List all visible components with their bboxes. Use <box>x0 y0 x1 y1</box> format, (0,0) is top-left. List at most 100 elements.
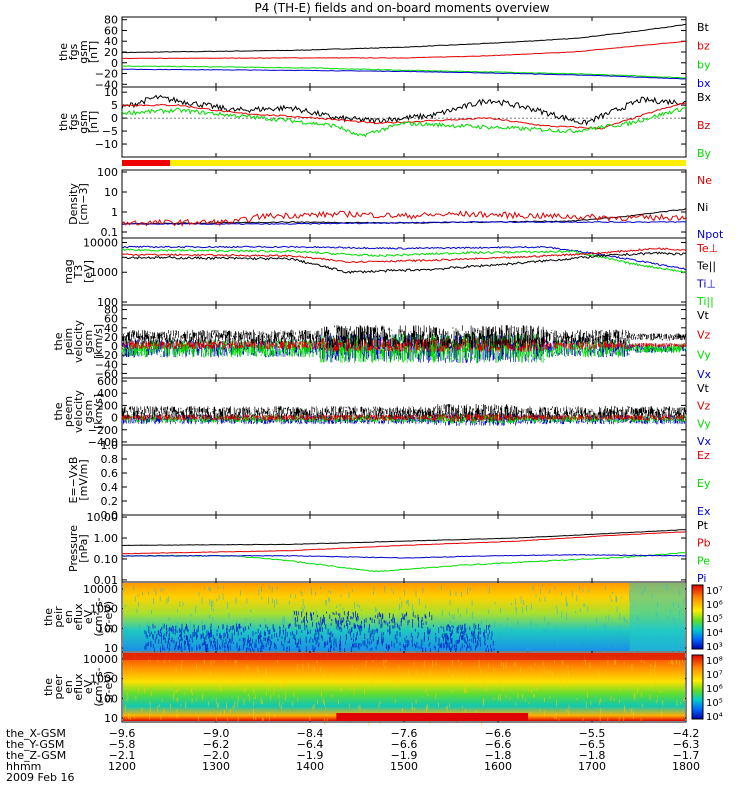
panel-fgs-by-bx-ylabel: thefgsgsm[nT] <box>57 110 100 133</box>
footer-y_gsm-value: −6.2 <box>203 738 230 751</box>
panel-peim-velocity-ytick-label: 20 <box>104 331 118 344</box>
legend-pressure-2: Pe <box>697 554 710 567</box>
footer-row-label: 2009 Feb 16 <box>6 771 74 784</box>
panel-pressure-ylabel-line: Pressure <box>67 525 80 572</box>
panel-efield-ytick-label: 0.2 <box>101 495 119 508</box>
panel-pressure-ytick-label: 1.00 <box>94 532 119 545</box>
panel-fgs-by-bx-ytick-label: 5 <box>111 99 118 112</box>
legend-peim-velocity-3: Vx <box>697 368 712 381</box>
series-by <box>121 65 687 79</box>
panel-peir-spectrogram-colorbar-label: 10⁴ <box>706 628 723 639</box>
footer-y_gsm-value: −6.6 <box>485 738 512 751</box>
legend-fgs-btot-2: by <box>697 58 711 71</box>
footer-hhmm-value: 1400 <box>296 760 324 773</box>
panel-peir-spectrogram-colorbar-label: 10⁵ <box>706 614 723 625</box>
footer-x_gsm-value: −4.2 <box>673 727 700 740</box>
panel-efield-ytick-label: 1.0 <box>101 439 119 452</box>
panel-efield-ytick-label: 0.6 <box>101 467 119 480</box>
panel-fgs-btot-ylabel-line: the <box>57 43 70 61</box>
panel-peim-velocity-ylabel-line: velocity <box>72 320 85 363</box>
footer-row-label: the_Y-GSM <box>6 738 64 751</box>
series-Pt <box>121 529 686 546</box>
panel-peir-spectrogram-ytick-label: 100 <box>97 622 118 635</box>
panel-peem-velocity-ylabel-line: the <box>52 402 65 420</box>
panel-peer-spectrogram-ylabel-line: peer <box>52 674 65 700</box>
footer-y_gsm-value: −6.3 <box>673 738 700 751</box>
panel-peer-spectrogram-ytick-label: 1000 <box>90 673 118 686</box>
panel-peim-velocity-ylabel-line: the <box>52 332 65 350</box>
panel-pressure: 10.00 1.00 0.10 0.01 Pressure[nPa] Pt Pb Pe Pi <box>67 511 711 587</box>
legend-fgs-btot-1: bz <box>697 40 710 53</box>
footer-z_gsm-value: −1.8 <box>579 749 606 762</box>
legend-density-0: Ne <box>697 174 712 187</box>
series-Ti-perp <box>121 245 687 271</box>
series-Pb <box>121 531 687 555</box>
panel-peim-velocity-ytick-label: 80 <box>104 304 118 317</box>
panel-fgs-btot-ytick-label: 60 <box>104 24 118 37</box>
panel-fgs-by-bx-ylabel-line: gsm <box>77 110 90 133</box>
footer-z_gsm-value: −1.9 <box>297 749 324 762</box>
panel-peer-spectrogram-ylabel-line: (cm²-s- <box>92 667 105 706</box>
legend-temperature-2: Ti⊥ <box>696 277 716 290</box>
panel-density-ytick-label: 10 <box>104 186 118 199</box>
panel-fgs-by-bx-ylabel-line: fgs <box>67 113 80 130</box>
panel-peer-spectrogram-colorbar-label: 10⁸ <box>706 656 723 667</box>
panel-peer-spectrogram-ylabel-line: eV <box>82 679 95 694</box>
panel-peir-spectrogram-ytick-label: 10 <box>104 642 118 655</box>
series-Ti-par <box>121 248 687 274</box>
panel-efield-ytick-label: 0.0 <box>101 509 119 522</box>
series-By <box>121 106 687 138</box>
footer-hhmm-value: 1600 <box>484 760 512 773</box>
panel-peer-spectrogram-border <box>121 651 687 723</box>
panel-peer-spectrogram-colorbar-label: 10⁶ <box>706 684 723 695</box>
footer-row-label: the_Z-GSM <box>6 749 66 762</box>
panel-peim-velocity-ylabel-line: peim <box>62 328 75 356</box>
mode-bar-red <box>122 160 170 166</box>
mode-bar-yellow <box>170 160 686 166</box>
series-Te-perp <box>121 247 687 264</box>
panel-temperature-ylabel-line: [eV] <box>82 260 95 283</box>
panel-fgs-btot-ylabel-line: fgs <box>67 43 80 60</box>
panel-efield-ytick-label: 0.8 <box>101 453 119 466</box>
panel-peem-velocity-ylabel-line: gsm <box>82 400 95 423</box>
panel-peem-velocity-ytick-label: −200 <box>88 424 118 437</box>
panel-peir-spectrogram: 10000 1000 100 10 thepeirenefluxeV(cm²-s-sr-… <box>42 581 723 657</box>
panel-peer-spectrogram-ytick-label: 10000 <box>83 653 118 666</box>
legend-peim-velocity-0: Vt <box>697 309 710 322</box>
panel-peim-velocity-ylabel: thepeimvelocitygsm[km/s] <box>52 320 105 363</box>
panel-peir-spectrogram-ylabel-line: eV <box>82 609 95 624</box>
panel-temperature-ylabel-line: mag <box>62 259 75 283</box>
panel-peer-spectrogram-ytick-label: 100 <box>97 692 118 705</box>
panel-density-ylabel-line: Density <box>67 183 80 225</box>
legend-efield-2: Ex <box>697 505 711 518</box>
panel-peem-velocity-ylabel: thepeemvelocitygsm[km/s] <box>52 390 105 433</box>
panel-fgs-btot-ylabel-line: [nT] <box>87 41 100 63</box>
panel-pressure-ytick-label: 0.01 <box>94 574 119 587</box>
footer-x_gsm-value: −6.6 <box>485 727 512 740</box>
panel-fgs-btot-ytick-label: 40 <box>104 35 118 48</box>
footer-hhmm-value: 1200 <box>108 760 136 773</box>
panel-peir-spectrogram-ylabel-line: the <box>42 608 55 626</box>
panel-peem-velocity-ytick-label: 200 <box>97 399 118 412</box>
panel-fgs-by-bx-ylabel-line: [nT] <box>87 111 100 133</box>
legend-density-2: Npot <box>697 228 724 241</box>
panel-pressure-ylabel: Pressure[nPa] <box>67 525 90 572</box>
legend-efield-1: Ey <box>697 477 711 490</box>
panel-peim-velocity-ylabel-line: gsm <box>82 330 95 353</box>
panel-fgs-btot-ytick-label: 20 <box>104 46 118 59</box>
footer-z_gsm-value: −2.1 <box>109 749 136 762</box>
panel-peem-velocity-ytick-label: −400 <box>88 436 118 449</box>
panel-peim-velocity-ytick-label: 40 <box>104 322 118 335</box>
panel-peem-velocity-ytick-label: 0 <box>111 412 118 425</box>
panel-peer-spectrogram: 10000 1000 100 10 thepeerenefluxeV(cm²-s-sr-… <box>42 651 723 727</box>
panel-peim-velocity-ytick-label: −60 <box>95 367 118 380</box>
panel-peir-spectrogram-ylabel-line: (cm²-s- <box>92 597 105 636</box>
series-Ni <box>121 208 687 225</box>
footer-x_gsm-value: −8.4 <box>297 727 324 740</box>
panel-peer-spectrogram-ylabel-line: en <box>62 680 75 694</box>
panel-fgs-by-bx-border <box>121 86 687 158</box>
panel-peir-spectrogram-colorbar-label: 10⁷ <box>706 586 723 597</box>
panel-peer-top-band <box>123 653 685 660</box>
footer-z_gsm-value: −2.0 <box>203 749 230 762</box>
footer-x_gsm-value: −9.6 <box>109 727 136 740</box>
